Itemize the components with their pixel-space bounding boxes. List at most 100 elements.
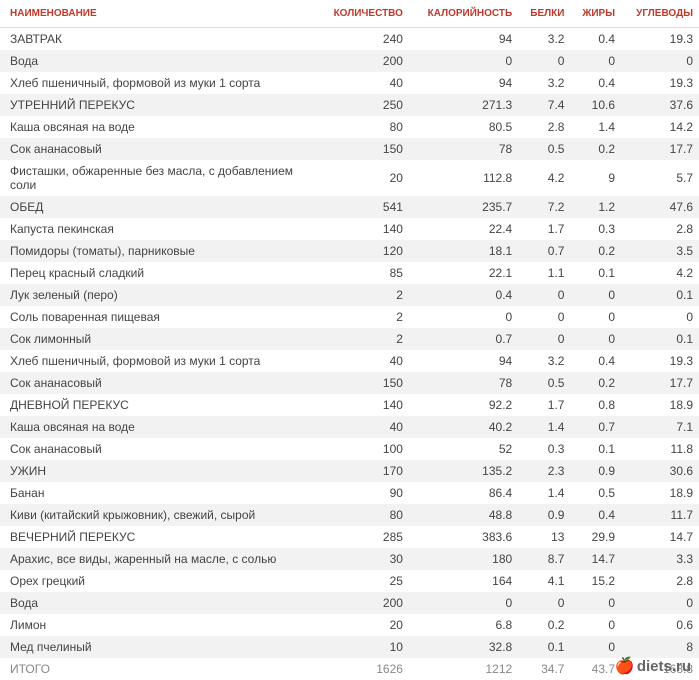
table-row: Вода2000000 [0,592,699,614]
section-row: ЗАВТРАК240943.20.419.3 [0,28,699,51]
cell-prot: 0.7 [518,240,570,262]
col-qty: КОЛИЧЕСТВО [317,0,409,28]
cell-carb: 2.8 [621,570,699,592]
cell-name: Сок ананасовый [0,438,317,460]
table-row: Каша овсяная на воде8080.52.81.414.2 [0,116,699,138]
cell-prot: 0 [518,50,570,72]
table-row: Капуста пекинская14022.41.70.32.8 [0,218,699,240]
cell-cal: 1212 [409,658,518,680]
cell-qty: 150 [317,138,409,160]
cell-cal: 0 [409,592,518,614]
cell-cal: 78 [409,372,518,394]
cell-name: ОБЕД [0,196,317,218]
cell-name: Мед пчелиный [0,636,317,658]
cell-qty: 25 [317,570,409,592]
cell-name: Хлеб пшеничный, формовой из муки 1 сорта [0,72,317,94]
cell-name: Каша овсяная на воде [0,416,317,438]
section-row: ДНЕВНОЙ ПЕРЕКУС14092.21.70.818.9 [0,394,699,416]
cell-qty: 200 [317,50,409,72]
cell-fat: 0.3 [570,218,621,240]
cell-carb: 17.7 [621,138,699,160]
cell-carb: 11.8 [621,438,699,460]
cell-name: Лук зеленый (перо) [0,284,317,306]
cell-qty: 20 [317,160,409,196]
cell-qty: 120 [317,240,409,262]
cell-fat: 0.8 [570,394,621,416]
cell-prot: 0 [518,306,570,328]
cell-prot: 7.2 [518,196,570,218]
cell-qty: 40 [317,72,409,94]
table-row: Каша овсяная на воде4040.21.40.77.1 [0,416,699,438]
cell-prot: 0 [518,592,570,614]
cell-carb: 11.7 [621,504,699,526]
cell-fat: 0 [570,328,621,350]
cell-prot: 0.5 [518,138,570,160]
cell-prot: 2.8 [518,116,570,138]
cell-prot: 3.2 [518,350,570,372]
cell-cal: 0 [409,50,518,72]
cell-fat: 0.4 [570,72,621,94]
cell-cal: 164 [409,570,518,592]
cell-carb: 19.3 [621,28,699,51]
cell-cal: 271.3 [409,94,518,116]
cell-qty: 140 [317,394,409,416]
cell-fat: 0.9 [570,460,621,482]
site-logo: 🍎diets.ru [615,656,691,676]
table-row: Мед пчелиный1032.80.108 [0,636,699,658]
cell-qty: 90 [317,482,409,504]
cell-cal: 94 [409,72,518,94]
cell-prot: 0 [518,284,570,306]
cell-name: Капуста пекинская [0,218,317,240]
cell-cal: 22.1 [409,262,518,284]
cell-carb: 47.6 [621,196,699,218]
cell-carb: 0 [621,592,699,614]
cell-cal: 40.2 [409,416,518,438]
cell-cal: 0.4 [409,284,518,306]
cell-name: Орех грецкий [0,570,317,592]
cell-qty: 170 [317,460,409,482]
cell-name: Банан [0,482,317,504]
cell-qty: 2 [317,284,409,306]
cell-carb: 14.7 [621,526,699,548]
cell-fat: 1.4 [570,116,621,138]
cell-carb: 0.1 [621,284,699,306]
cell-cal: 18.1 [409,240,518,262]
cell-name: ДНЕВНОЙ ПЕРЕКУС [0,394,317,416]
cell-cal: 78 [409,138,518,160]
cell-fat: 0.2 [570,138,621,160]
cell-cal: 22.4 [409,218,518,240]
table-row: Сок ананасовый100520.30.111.8 [0,438,699,460]
cell-fat: 0.4 [570,28,621,51]
header-row: НАИМЕНОВАНИЕ КОЛИЧЕСТВО КАЛОРИЙНОСТЬ БЕЛ… [0,0,699,28]
cell-carb: 19.3 [621,350,699,372]
cell-qty: 80 [317,116,409,138]
table-row: Банан9086.41.40.518.9 [0,482,699,504]
cell-name: Вода [0,592,317,614]
cell-qty: 1626 [317,658,409,680]
cell-qty: 2 [317,306,409,328]
cell-cal: 80.5 [409,116,518,138]
cell-fat: 0 [570,50,621,72]
section-row: ВЕЧЕРНИЙ ПЕРЕКУС285383.61329.914.7 [0,526,699,548]
cell-name: Арахис, все виды, жаренный на масле, с с… [0,548,317,570]
nutrition-table: НАИМЕНОВАНИЕ КОЛИЧЕСТВО КАЛОРИЙНОСТЬ БЕЛ… [0,0,699,680]
cell-qty: 240 [317,28,409,51]
table-row: Хлеб пшеничный, формовой из муки 1 сорта… [0,72,699,94]
cell-prot: 8.7 [518,548,570,570]
cell-name: Фисташки, обжаренные без масла, с добавл… [0,160,317,196]
cell-name: Хлеб пшеничный, формовой из муки 1 сорта [0,350,317,372]
cell-name: ВЕЧЕРНИЙ ПЕРЕКУС [0,526,317,548]
cell-cal: 94 [409,350,518,372]
col-fat: ЖИРЫ [570,0,621,28]
cell-fat: 29.9 [570,526,621,548]
section-row: УЖИН170135.22.30.930.6 [0,460,699,482]
table-row: Киви (китайский крыжовник), свежий, сыро… [0,504,699,526]
cell-name: ИТОГО [0,658,317,680]
cell-qty: 541 [317,196,409,218]
table-row: Перец красный сладкий8522.11.10.14.2 [0,262,699,284]
cell-fat: 0.1 [570,438,621,460]
cell-fat: 14.7 [570,548,621,570]
cell-cal: 180 [409,548,518,570]
cell-prot: 1.1 [518,262,570,284]
table-row: Лук зеленый (перо)20.4000.1 [0,284,699,306]
